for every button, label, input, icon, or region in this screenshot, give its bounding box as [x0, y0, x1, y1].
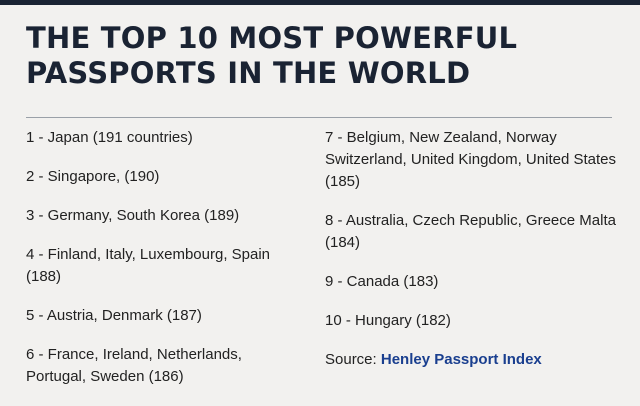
title-line-1: THE TOP 10 MOST POWERFUL: [26, 21, 518, 55]
ranking-item-7: 7 - Belgium, New Zealand, Norway Switzer…: [325, 129, 616, 190]
ranking-item-6: 6 - France, Ireland, Netherlands, Portug…: [26, 346, 242, 385]
ranking-item-10: 10 - Hungary (182): [325, 312, 451, 329]
rankings-left-column: 1 - Japan (191 countries) 2 - Singapore,…: [26, 127, 306, 405]
source-link[interactable]: Henley Passport Index: [380, 351, 542, 368]
page-title: THE TOP 10 MOST POWERFUL PASSPORTS IN TH…: [26, 21, 616, 91]
ranking-item-4: 4 - Finland, Italy, Luxembourg, Spain (1…: [26, 246, 271, 285]
ranking-item-2: 2 - Singapore, (190): [26, 168, 160, 185]
ranking-item-5: 5 - Austria, Denmark (187): [26, 307, 202, 324]
title-divider: [26, 117, 612, 118]
ranking-item-9: 9 - Canada (183): [325, 273, 439, 290]
source-label: Source:: [325, 351, 377, 368]
source-line: Source: Henley Passport Index: [325, 349, 620, 371]
ranking-item-3: 3 - Germany, South Korea (189): [26, 207, 240, 224]
ranking-item-8: 8 - Australia, Czech Republic, Greece Ma…: [325, 212, 616, 251]
rankings-right-column: 7 - Belgium, New Zealand, Norway Switzer…: [325, 127, 620, 388]
title-line-2: PASSPORTS IN THE WORLD: [26, 56, 471, 90]
ranking-item-1: 1 - Japan (191 countries): [26, 129, 193, 146]
